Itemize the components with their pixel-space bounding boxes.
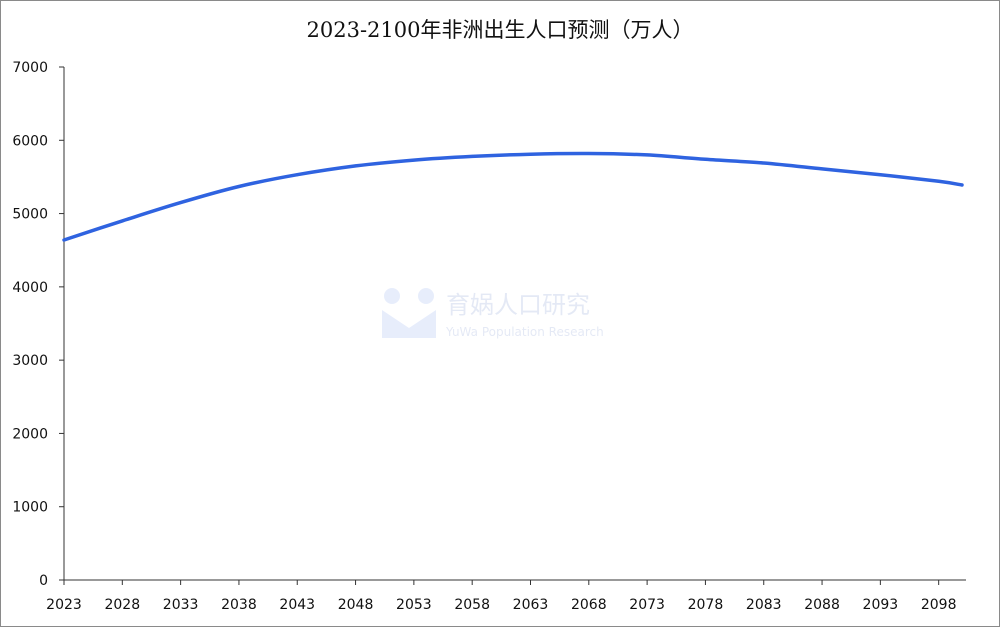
watermark-subtitle: YuWa Population Research xyxy=(445,325,604,339)
x-tick-label: 2043 xyxy=(279,597,315,613)
x-tick-label: 2073 xyxy=(629,597,665,613)
series-group xyxy=(62,151,964,242)
x-tick-label: 2048 xyxy=(338,597,374,613)
y-tick-label: 3000 xyxy=(12,353,48,369)
x-tick-label: 2068 xyxy=(571,597,607,613)
data-point xyxy=(878,173,882,177)
x-axis-ticks: 2023 2028 2033 2038 2043 2048 2053 2058 2063 2068… xyxy=(46,580,956,613)
watermark-logo-icon xyxy=(382,288,436,338)
data-point xyxy=(587,152,591,155)
x-tick-label: 2053 xyxy=(396,597,432,613)
y-tick-label: 2000 xyxy=(12,426,48,442)
x-tick-label: 2088 xyxy=(804,597,840,613)
data-point xyxy=(762,161,766,165)
y-tick-label: 0 xyxy=(39,573,48,589)
data-point xyxy=(960,183,964,187)
y-tick-label: 6000 xyxy=(12,133,48,149)
x-tick-label: 2063 xyxy=(513,597,549,613)
x-tick-label: 2033 xyxy=(163,597,199,613)
watermark: 育娲人口研究 YuWa Population Research xyxy=(382,288,604,339)
data-point xyxy=(412,158,416,162)
data-point xyxy=(120,219,124,223)
data-point xyxy=(179,201,183,205)
x-tick-label: 2078 xyxy=(688,597,724,613)
x-tick-label: 2028 xyxy=(104,597,140,613)
data-point xyxy=(820,167,824,171)
data-point xyxy=(937,179,941,183)
data-point xyxy=(62,238,66,242)
data-point xyxy=(470,154,474,158)
chart-title: 2023-2100年非洲出生人口预测（万人） xyxy=(306,18,694,42)
y-tick-label: 4000 xyxy=(12,280,48,296)
data-point xyxy=(645,153,649,157)
y-tick-label: 5000 xyxy=(12,207,48,223)
x-tick-label: 2058 xyxy=(454,597,490,613)
watermark-name: 育娲人口研究 xyxy=(446,291,590,319)
data-point xyxy=(295,173,299,177)
x-tick-label: 2098 xyxy=(921,597,957,613)
y-tick-label: 1000 xyxy=(12,500,48,516)
data-point xyxy=(354,164,358,168)
y-axis-ticks: 0 1000 2000 3000 4000 5000 6000 7000 xyxy=(12,60,64,589)
series-line xyxy=(62,151,964,242)
data-point xyxy=(703,157,707,161)
data-point xyxy=(529,152,532,156)
x-tick-label: 2083 xyxy=(746,597,782,613)
data-point xyxy=(237,185,241,188)
x-tick-label: 2093 xyxy=(863,597,899,613)
x-tick-label: 2038 xyxy=(221,597,257,613)
x-tick-label: 2023 xyxy=(46,597,82,613)
y-tick-label: 7000 xyxy=(12,60,48,76)
